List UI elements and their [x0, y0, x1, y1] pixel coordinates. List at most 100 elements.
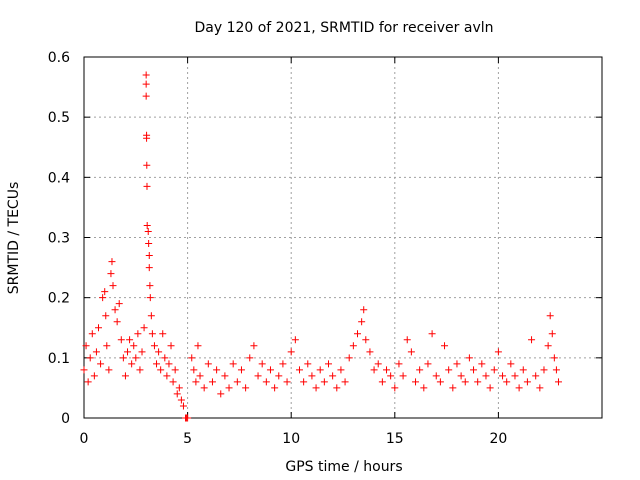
data-point	[146, 294, 154, 302]
data-point	[88, 330, 96, 338]
data-point	[102, 312, 110, 320]
data-point	[105, 366, 113, 374]
data-point	[366, 348, 374, 356]
data-point	[552, 366, 560, 374]
data-point	[126, 336, 134, 344]
data-point	[519, 366, 527, 374]
data-point	[312, 384, 320, 392]
data-point	[192, 378, 200, 386]
x-tick-label: 10	[282, 431, 300, 447]
y-tick-label: 0.5	[48, 110, 70, 126]
grid-lines	[84, 57, 602, 418]
data-point	[148, 330, 156, 338]
data-point	[200, 384, 208, 392]
data-point	[179, 402, 187, 410]
data-point	[80, 366, 88, 374]
data-point	[474, 378, 482, 386]
data-point	[511, 372, 519, 380]
data-point	[358, 318, 366, 326]
data-point	[374, 360, 382, 368]
data-point	[140, 324, 148, 332]
data-point	[142, 92, 150, 100]
data-point	[95, 324, 103, 332]
data-point	[320, 378, 328, 386]
data-point	[213, 366, 221, 374]
data-point	[550, 354, 558, 362]
data-point	[546, 312, 554, 320]
data-point	[387, 372, 395, 380]
data-point	[258, 360, 266, 368]
data-point	[184, 414, 192, 422]
data-point	[138, 348, 146, 356]
data-point	[266, 366, 274, 374]
data-point	[132, 354, 140, 362]
data-point	[107, 270, 115, 278]
data-point	[329, 372, 337, 380]
data-point	[262, 378, 270, 386]
data-point	[136, 366, 144, 374]
data-point	[275, 372, 283, 380]
data-point	[153, 360, 161, 368]
x-tick-label: 15	[386, 431, 404, 447]
data-point	[233, 378, 241, 386]
data-point	[316, 366, 324, 374]
data-point	[196, 372, 204, 380]
data-point	[163, 372, 171, 380]
y-tick-label: 0.3	[48, 231, 70, 247]
data-point	[308, 372, 316, 380]
data-point	[295, 366, 303, 374]
data-point	[169, 378, 177, 386]
data-point	[143, 134, 151, 142]
data-point	[354, 330, 362, 338]
data-point	[145, 240, 153, 248]
data-point	[399, 372, 407, 380]
data-point	[490, 366, 498, 374]
data-point	[113, 318, 121, 326]
data-point	[432, 372, 440, 380]
x-tick-label: 0	[80, 431, 89, 447]
data-point	[117, 336, 125, 344]
data-point	[548, 330, 556, 338]
data-point	[155, 348, 163, 356]
y-tick-label: 0	[61, 411, 70, 427]
data-point	[523, 378, 531, 386]
data-point	[383, 366, 391, 374]
data-point	[90, 372, 98, 380]
data-point	[147, 312, 155, 320]
data-point	[204, 360, 212, 368]
data-point	[143, 182, 151, 190]
x-tick-label: 5	[183, 431, 192, 447]
data-point	[119, 354, 127, 362]
data-point	[84, 378, 92, 386]
data-point	[507, 360, 515, 368]
data-point	[108, 258, 116, 266]
data-point	[283, 378, 291, 386]
data-point	[130, 342, 138, 350]
data-point	[554, 378, 562, 386]
data-point	[420, 384, 428, 392]
data-point	[86, 354, 94, 362]
data-point	[225, 384, 233, 392]
x-axis-label: GPS time / hours	[285, 459, 402, 475]
data-point	[465, 354, 473, 362]
data-point	[150, 342, 158, 350]
data-point	[461, 378, 469, 386]
data-point	[515, 384, 523, 392]
data-point	[194, 342, 202, 350]
data-point	[445, 366, 453, 374]
data-point	[97, 360, 105, 368]
data-point	[246, 354, 254, 362]
data-point	[291, 336, 299, 344]
data-point	[528, 336, 536, 344]
data-point	[360, 306, 368, 314]
data-point	[82, 342, 90, 350]
data-point	[378, 378, 386, 386]
data-point	[287, 348, 295, 356]
y-axis-label: SRMTID / TECUs	[6, 182, 22, 295]
data-point	[436, 378, 444, 386]
data-point	[208, 378, 216, 386]
data-point	[171, 366, 179, 374]
x-tick-label: 20	[489, 431, 507, 447]
data-point	[544, 342, 552, 350]
data-point	[428, 330, 436, 338]
